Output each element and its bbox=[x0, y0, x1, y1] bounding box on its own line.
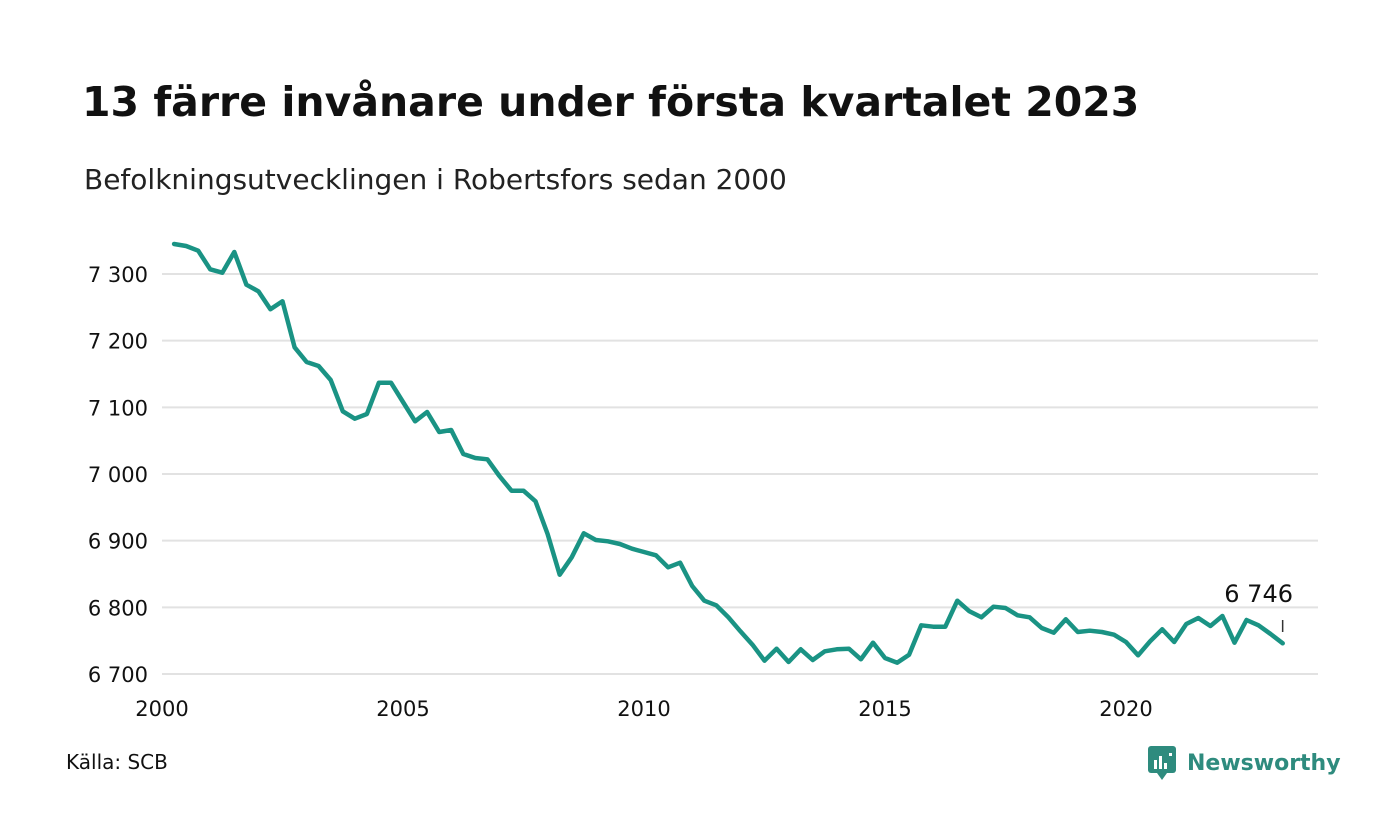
y-tick-label: 6 800 bbox=[88, 596, 148, 620]
x-tick-label: 2005 bbox=[376, 697, 429, 721]
end-value-label: 6 746 bbox=[1224, 580, 1293, 608]
brand-logo[interactable]: Newsworthy bbox=[1147, 743, 1341, 783]
x-tick-label: 2015 bbox=[858, 697, 911, 721]
y-tick-label: 7 300 bbox=[88, 263, 148, 287]
chart-title: 13 färre invånare under första kvartalet… bbox=[82, 78, 1140, 126]
line-chart: 6 700 6 800 6 900 7 000 7 100 7 200 7 300 2000 2… bbox=[88, 241, 1318, 721]
annotation-layer: 6 746 bbox=[1224, 580, 1293, 632]
y-tick-label: 7 200 bbox=[88, 330, 148, 354]
newsworthy-logo-icon bbox=[1148, 746, 1176, 780]
x-tick-label: 2010 bbox=[617, 697, 670, 721]
source-note: Källa: SCB bbox=[66, 750, 168, 774]
gridlines bbox=[162, 273, 1318, 675]
y-tick-label: 7 100 bbox=[88, 396, 148, 420]
y-tick-label: 7 000 bbox=[88, 463, 148, 487]
series-layer bbox=[171, 241, 1285, 665]
x-tick-label: 2000 bbox=[135, 697, 188, 721]
y-tick-label: 6 900 bbox=[88, 530, 148, 554]
axis-labels: 6 700 6 800 6 900 7 000 7 100 7 200 7 300 2000 2… bbox=[88, 263, 1153, 721]
x-tick-label: 2020 bbox=[1099, 697, 1152, 721]
brand-name: Newsworthy bbox=[1187, 750, 1341, 776]
chart-subtitle: Befolkningsutvecklingen i Robertsfors se… bbox=[84, 163, 787, 196]
series-line bbox=[171, 241, 1285, 665]
y-tick-label: 6 700 bbox=[88, 663, 148, 687]
